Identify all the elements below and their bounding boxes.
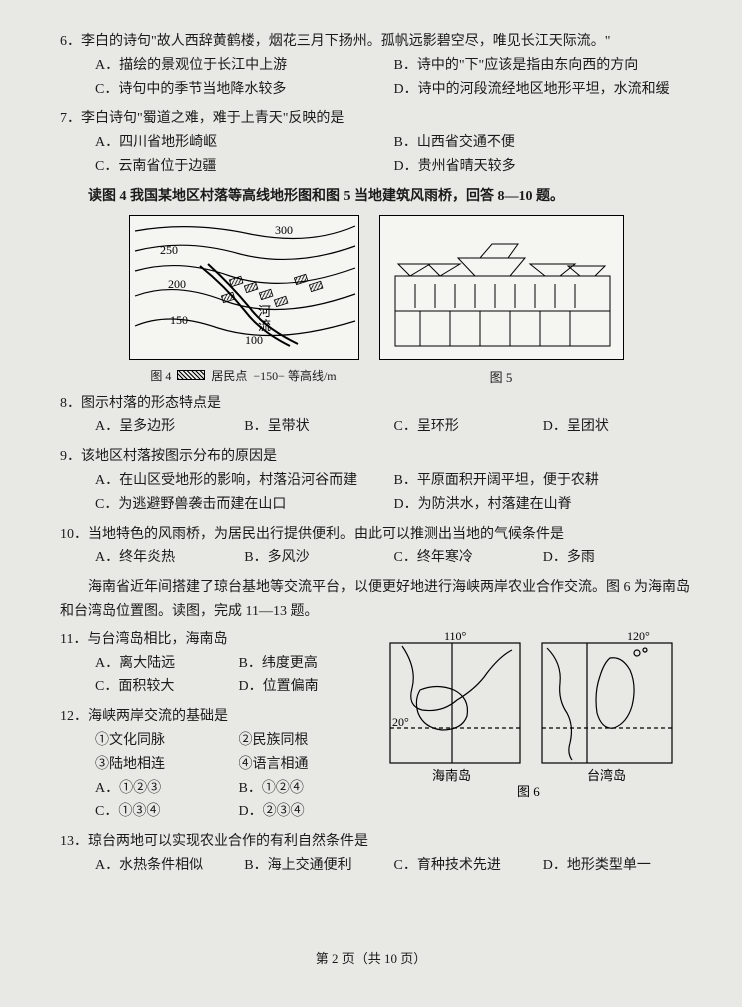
river-label-1: 河 — [258, 304, 271, 319]
contour-250: 250 — [160, 243, 178, 257]
q6-stem: 6．李白的诗句"故人西辞黄鹤楼，烟花三月下扬州。孤帆远影碧空尽，唯见长江天际流。… — [60, 30, 692, 54]
figure-4: 300 250 200 150 100 河 流 图 4 居民点 −150− 等高… — [129, 215, 359, 386]
q12-i4: ④语言相通 — [239, 753, 383, 777]
q13-opt-a: A．水热条件相似 — [95, 854, 244, 878]
q12-opt-d: D．②③④ — [239, 800, 383, 824]
lat-20: 20° — [392, 715, 409, 729]
q9-opt-c: C．为逃避野兽袭击而建在山口 — [95, 493, 394, 517]
q6-opt-c: C．诗句中的季节当地降水较多 — [95, 78, 394, 102]
q7-stem: 7．李白诗句"蜀道之难，难于上青天"反映的是 — [60, 107, 692, 131]
q10-options: A．终年炎热 B．多风沙 C．终年寒冷 D．多雨 — [60, 546, 692, 570]
fig6-caption: 图 6 — [517, 784, 540, 798]
label-taiwan: 台湾岛 — [587, 768, 626, 783]
legend-houses: 居民点 — [211, 367, 247, 384]
q7-opt-d: D．贵州省晴天较多 — [394, 155, 693, 179]
q10-opt-a: A．终年炎热 — [95, 546, 244, 570]
q11-opt-d: D．位置偏南 — [239, 675, 383, 699]
q9-opt-d: D．为防洪水，村落建在山脊 — [394, 493, 693, 517]
q6-options: A．描绘的景观位于长江中上游 B．诗中的"下"应该是指由东向西的方向 C．诗句中… — [60, 54, 692, 102]
question-7: 7．李白诗句"蜀道之难，难于上青天"反映的是 A．四川省地形崎岖 B．山西省交通… — [60, 107, 692, 178]
q9-options: A．在山区受地形的影响，村落沿河谷而建 B．平原面积开阔平坦，便于农耕 C．为逃… — [60, 469, 692, 517]
contour-300: 300 — [275, 223, 293, 237]
lon-120: 120° — [627, 629, 650, 643]
legend-hatch-icon — [177, 370, 205, 380]
q7-options: A．四川省地形崎岖 B．山西省交通不便 C．云南省位于边疆 D．贵州省晴天较多 — [60, 131, 692, 179]
q8-opt-c: C．呈环形 — [394, 415, 543, 439]
q9-opt-b: B．平原面积开阔平坦，便于农耕 — [394, 469, 693, 493]
q11-options: A．离大陆远 B．纬度更高 C．面积较大 D．位置偏南 — [60, 652, 382, 700]
q8-stem: 8．图示村落的形态特点是 — [60, 392, 692, 416]
q13-options: A．水热条件相似 B．海上交通便利 C．育种技术先进 D．地形类型单一 — [60, 854, 692, 878]
q12-i2: ②民族同根 — [239, 729, 383, 753]
q7-opt-a: A．四川省地形崎岖 — [95, 131, 394, 155]
q11-stem: 11．与台湾岛相比，海南岛 — [60, 628, 382, 652]
fig4-caption: 图 4 — [150, 367, 171, 384]
q12-stem: 12．海峡两岸交流的基础是 — [60, 705, 382, 729]
q9-opt-a: A．在山区受地形的影响，村落沿河谷而建 — [95, 469, 394, 493]
contour-200: 200 — [168, 277, 186, 291]
question-11: 11．与台湾岛相比，海南岛 A．离大陆远 B．纬度更高 C．面积较大 D．位置偏… — [60, 628, 382, 699]
fig5-caption: 图 5 — [379, 367, 624, 386]
contour-100: 100 — [245, 333, 263, 347]
q10-stem: 10．当地特色的风雨桥，为居民出行提供便利。由此可以推测出当地的气候条件是 — [60, 523, 692, 547]
figure-5: 图 5 — [379, 215, 624, 386]
q6-opt-b: B．诗中的"下"应该是指由东向西的方向 — [394, 54, 693, 78]
question-12: 12．海峡两岸交流的基础是 ①文化同脉 ②民族同根 ③陆地相连 ④语言相通 A．… — [60, 705, 382, 824]
fig6-map: 110° 120° 20° 海南岛 台湾岛 图 6 — [382, 628, 682, 798]
q13-opt-b: B．海上交通便利 — [244, 854, 393, 878]
q12-options: A．①②③ B．①②④ C．①③④ D．②③④ — [60, 777, 382, 825]
fig4-legend: 图 4 居民点 −150− 等高线/m — [129, 367, 359, 384]
q11-13-layout: 11．与台湾岛相比，海南岛 A．离大陆远 B．纬度更高 C．面积较大 D．位置偏… — [60, 628, 692, 830]
q12-opt-c: C．①③④ — [95, 800, 239, 824]
q7-opt-c: C．云南省位于边疆 — [95, 155, 394, 179]
fig4-contour-map: 300 250 200 150 100 河 流 — [129, 215, 359, 360]
figures-4-5: 300 250 200 150 100 河 流 图 4 居民点 −150− 等高… — [60, 215, 692, 386]
q8-options: A．呈多边形 B．呈带状 C．呈环形 D．呈团状 — [60, 415, 692, 439]
q12-i3: ③陆地相连 — [95, 753, 239, 777]
intro-8-10: 读图 4 我国某地区村落等高线地形图和图 5 当地建筑风雨桥，回答 8—10 题… — [60, 185, 692, 209]
question-6: 6．李白的诗句"故人西辞黄鹤楼，烟花三月下扬州。孤帆远影碧空尽，唯见长江天际流。… — [60, 30, 692, 101]
q12-opt-a: A．①②③ — [95, 777, 239, 801]
river-label-2: 流 — [258, 318, 271, 333]
q6-opt-d: D．诗中的河段流经地区地形平坦，水流和缓 — [394, 78, 693, 102]
q11-opt-a: A．离大陆远 — [95, 652, 239, 676]
lon-110: 110° — [444, 629, 467, 643]
label-hainan: 海南岛 — [432, 768, 471, 783]
q7-opt-b: B．山西省交通不便 — [394, 131, 693, 155]
q9-stem: 9．该地区村落按图示分布的原因是 — [60, 445, 692, 469]
q10-opt-b: B．多风沙 — [244, 546, 393, 570]
q12-items: ①文化同脉 ②民族同根 ③陆地相连 ④语言相通 — [60, 729, 382, 777]
question-13: 13．琼台两地可以实现农业合作的有利自然条件是 A．水热条件相似 B．海上交通便… — [60, 830, 692, 878]
q6-opt-a: A．描绘的景观位于长江中上游 — [95, 54, 394, 78]
q10-opt-c: C．终年寒冷 — [394, 546, 543, 570]
q12-i1: ①文化同脉 — [95, 729, 239, 753]
question-8: 8．图示村落的形态特点是 A．呈多边形 B．呈带状 C．呈环形 D．呈团状 — [60, 392, 692, 440]
q13-stem: 13．琼台两地可以实现农业合作的有利自然条件是 — [60, 830, 692, 854]
question-9: 9．该地区村落按图示分布的原因是 A．在山区受地形的影响，村落沿河谷而建 B．平… — [60, 445, 692, 516]
q13-opt-d: D．地形类型单一 — [543, 854, 692, 878]
q8-opt-d: D．呈团状 — [543, 415, 692, 439]
question-10: 10．当地特色的风雨桥，为居民出行提供便利。由此可以推测出当地的气候条件是 A．… — [60, 523, 692, 571]
contour-150: 150 — [170, 313, 188, 327]
legend-contour: −150− 等高线/m — [253, 367, 336, 384]
q12-opt-b: B．①②④ — [239, 777, 383, 801]
fig5-bridge-illustration — [379, 215, 624, 360]
q11-opt-c: C．面积较大 — [95, 675, 239, 699]
page-footer: 第 2 页（共 10 页） — [0, 948, 742, 967]
q10-opt-d: D．多雨 — [543, 546, 692, 570]
q8-opt-a: A．呈多边形 — [95, 415, 244, 439]
intro-11-13: 海南省近年间搭建了琼台基地等交流平台，以便更好地进行海峡两岸农业合作交流。图 6… — [60, 576, 692, 624]
q8-opt-b: B．呈带状 — [244, 415, 393, 439]
q11-opt-b: B．纬度更高 — [239, 652, 383, 676]
q13-opt-c: C．育种技术先进 — [394, 854, 543, 878]
